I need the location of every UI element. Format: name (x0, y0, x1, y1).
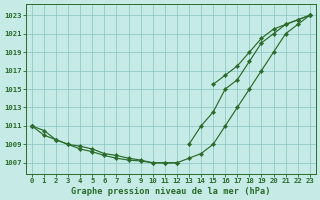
X-axis label: Graphe pression niveau de la mer (hPa): Graphe pression niveau de la mer (hPa) (71, 187, 271, 196)
